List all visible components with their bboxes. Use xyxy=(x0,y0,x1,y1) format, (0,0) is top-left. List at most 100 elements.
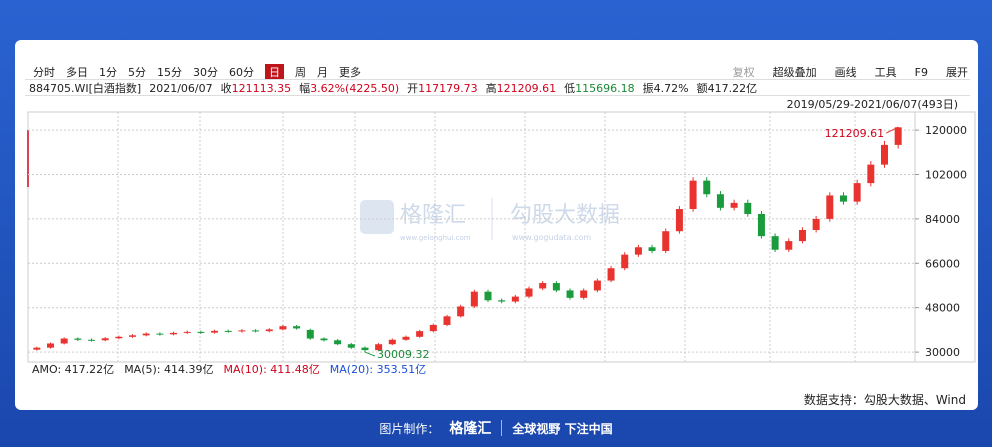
candle-body xyxy=(252,330,260,332)
candle-body xyxy=(375,344,383,351)
quote-value: 115696.18 xyxy=(575,82,635,95)
candle-body xyxy=(470,291,478,307)
candle-body xyxy=(621,254,629,269)
period-button[interactable]: 周 xyxy=(295,66,306,79)
quote-label: 额 xyxy=(696,82,708,95)
quote-value: 3.62%(4225.50) xyxy=(310,82,400,95)
candle-body xyxy=(293,326,301,329)
period-button[interactable]: 多日 xyxy=(66,66,88,79)
date-grid xyxy=(117,112,856,362)
period-bar: 分时 多日 1分 5分 15分 30分 60分日周月更多 xyxy=(33,64,361,80)
candle-body xyxy=(74,338,82,340)
candle-body xyxy=(580,290,588,298)
quote-label: 低 xyxy=(564,82,576,95)
quote-label: 振 xyxy=(642,82,654,95)
max-annotation: 121209.61 xyxy=(825,127,885,140)
quote-bar: 884705.WI[白酒指数] 2021/06/07 收121113.35 幅3.… xyxy=(29,80,757,96)
watermark: 勾股大数据 xyxy=(510,203,620,228)
slogan: 全球视野 下注中国 xyxy=(512,421,613,436)
candle-body xyxy=(511,296,519,302)
watermark: www.gelonghui.com xyxy=(400,234,471,242)
candle-body xyxy=(771,236,779,250)
quote-label: 收 xyxy=(220,82,232,95)
separator xyxy=(25,79,970,80)
tool-bar: 复权 超级叠加 画线 工具 F9 展开 xyxy=(733,64,968,80)
quote-field: 收121113.35 xyxy=(221,80,292,96)
candle-body xyxy=(675,209,683,232)
date-range[interactable]: 2019/05/29-2021/06/07(493日) xyxy=(786,98,958,111)
candle-body xyxy=(525,288,533,297)
candle-body xyxy=(785,241,793,250)
quote-label: 幅 xyxy=(299,82,311,95)
indicator-value: AMO: 417.22亿 xyxy=(32,363,114,376)
candle-body xyxy=(867,164,875,184)
y-tick-label: 66000 xyxy=(925,257,960,270)
quote-value: 4.72% xyxy=(653,82,689,95)
tool-button[interactable]: 超级叠加 xyxy=(772,66,817,79)
candle-body xyxy=(416,331,424,337)
candle-body xyxy=(880,144,888,165)
period-button[interactable]: 30分 xyxy=(193,66,218,79)
period-button[interactable]: 分时 xyxy=(33,66,55,79)
period-button[interactable]: 日 xyxy=(265,64,284,80)
made-by: 图片制作： xyxy=(379,421,440,436)
candle-body xyxy=(320,338,328,341)
quote-field: 高121209.61 xyxy=(486,80,557,96)
quote-field: 低115696.18 xyxy=(564,80,635,96)
annotation-leader xyxy=(885,126,899,134)
candle-body xyxy=(156,333,164,335)
indicator-value: MA(5): 414.39亿 xyxy=(124,363,213,376)
candle-body xyxy=(361,347,369,351)
indicator-row: AMO: 417.22亿 MA(5): 414.39亿 MA(10): 411.48… xyxy=(32,363,426,376)
indicator-value: MA(10): 411.48亿 xyxy=(223,363,319,376)
watermark-logo xyxy=(360,200,394,234)
candle-body xyxy=(265,329,273,332)
candle-body xyxy=(744,202,752,214)
source: 数据支持：勾股大数据、Wind xyxy=(803,393,966,407)
y-tick-label: 30000 xyxy=(925,346,960,359)
tool-button[interactable]: 工具 xyxy=(874,66,897,79)
period-button[interactable]: 5分 xyxy=(128,66,146,79)
candle-body xyxy=(388,339,396,345)
watermark: 格隆汇 xyxy=(400,203,466,228)
candle-body xyxy=(634,247,642,255)
quote-value: 417.22亿 xyxy=(707,82,758,95)
candle-body xyxy=(211,330,219,333)
plot-frame xyxy=(27,111,976,363)
tool-button[interactable]: 展开 xyxy=(946,66,968,79)
watermark: www.gogudata.com xyxy=(512,233,591,242)
period-button[interactable]: 15分 xyxy=(157,66,182,79)
tool-button[interactable]: 复权 xyxy=(732,66,755,79)
candle-body xyxy=(812,218,820,230)
quote-value: 117179.73 xyxy=(418,82,478,95)
period-button[interactable]: 月 xyxy=(317,66,328,79)
tool-button[interactable]: 画线 xyxy=(834,66,857,79)
candle-body xyxy=(33,347,41,350)
quote-value: 121113.35 xyxy=(231,82,292,95)
candle-body xyxy=(703,180,711,195)
quote-field: 幅3.62%(4225.50) xyxy=(299,80,399,96)
period-button[interactable]: 60分 xyxy=(229,66,254,79)
period-button[interactable]: 更多 xyxy=(339,66,361,79)
y-tick-label: 84000 xyxy=(925,213,960,226)
candle-body xyxy=(170,332,178,335)
candle-body xyxy=(101,338,109,341)
candle-body xyxy=(689,180,697,210)
candle-body xyxy=(142,333,150,336)
candle-body xyxy=(607,268,615,281)
period-button[interactable]: 1分 xyxy=(99,66,117,79)
candle-body xyxy=(826,195,834,219)
quote-field: 振4.72% xyxy=(643,80,689,96)
annotation-leader xyxy=(364,351,376,357)
brand: 格隆汇 xyxy=(449,421,492,437)
candle-body xyxy=(716,194,724,208)
indicator-value: MA(20): 353.51亿 xyxy=(330,363,426,376)
candle-body xyxy=(183,331,191,333)
quote-field: 开117179.73 xyxy=(407,80,478,96)
candle-body xyxy=(443,316,451,325)
candle-body xyxy=(47,343,55,348)
tool-button[interactable]: F9 xyxy=(914,65,928,79)
candle-body xyxy=(648,247,656,251)
y-tick-label: 48000 xyxy=(925,302,960,315)
